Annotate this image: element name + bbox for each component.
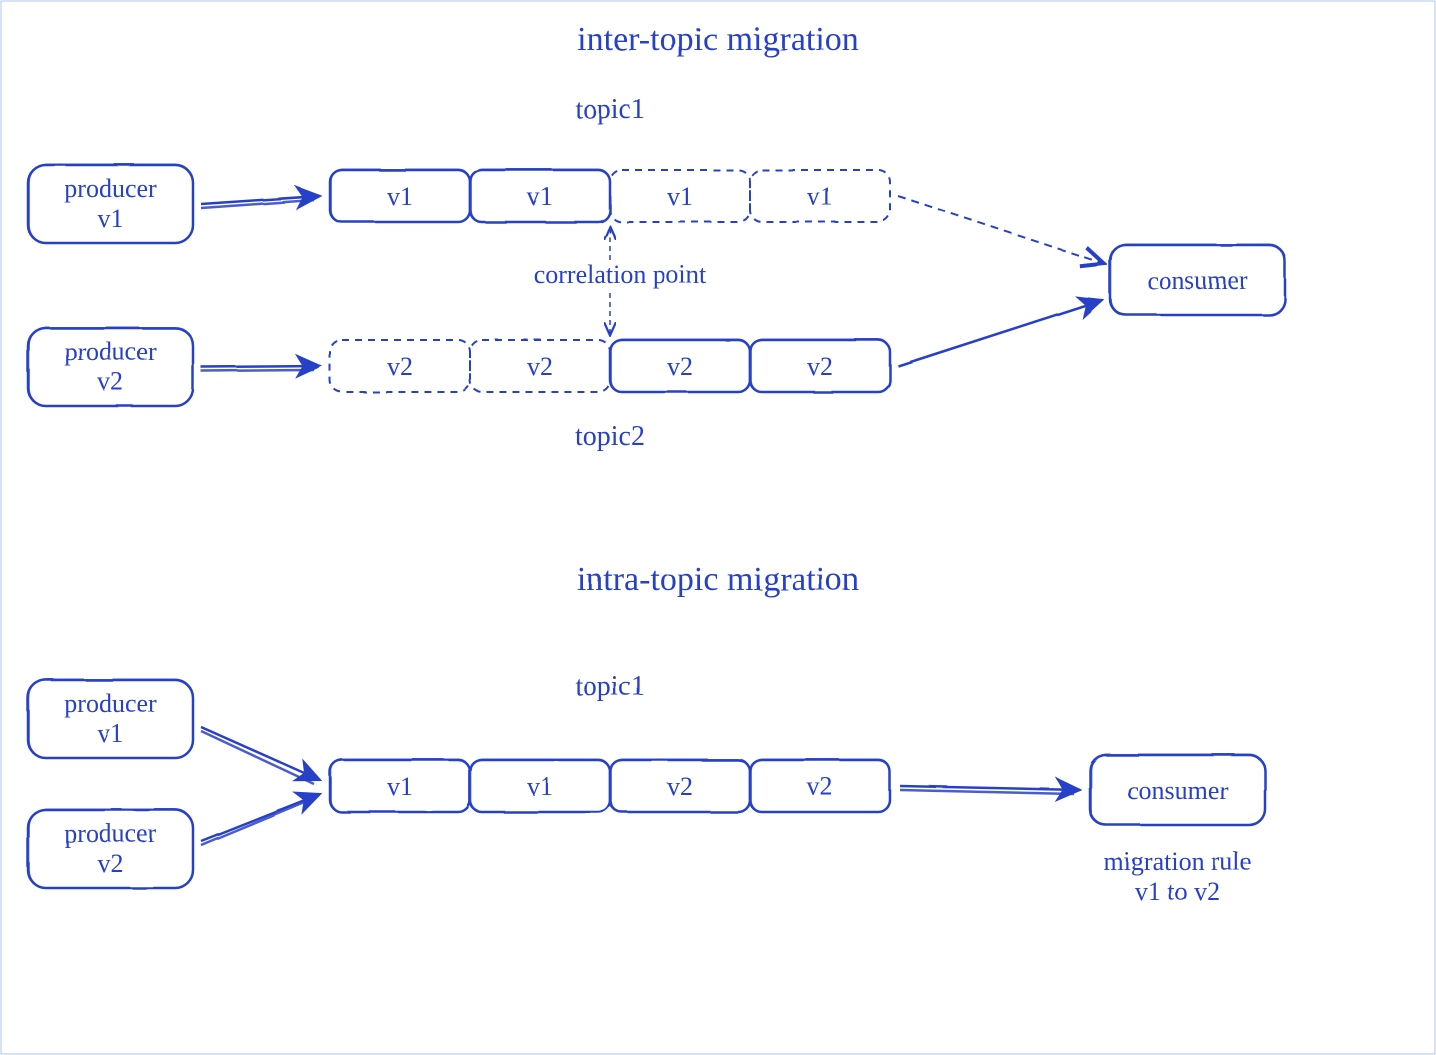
d2-row-label-1: v1 [527, 772, 553, 801]
d1-row1-label-0: v1 [387, 182, 413, 211]
d2-title: intra-topic migration [577, 561, 859, 598]
d1-row1-label-1: v1 [527, 182, 553, 211]
d2-row-label-3: v2 [807, 772, 833, 801]
d1-row2-label-1: v2 [527, 352, 553, 381]
d1-correlation-label: correlation point [534, 260, 707, 289]
d1-row2-label-3: v2 [807, 352, 833, 381]
d1-row2-label-2: v2 [667, 352, 693, 381]
d1-row2-label-0: v2 [387, 352, 413, 381]
diagram-canvas: inter-topic migrationtopic1producerv1pro… [0, 0, 1436, 1055]
d1-consumer-label: consumer [1147, 266, 1248, 295]
d1-row1-label-2: v1 [667, 182, 693, 211]
d1-title: inter-topic migration [577, 21, 859, 58]
d2-topic-label: topic1 [575, 671, 645, 702]
d2-row-label-2: v2 [667, 772, 693, 801]
d1-row1-label-3: v1 [807, 182, 833, 211]
d1-topic2-label: topic2 [575, 421, 645, 452]
d2-consumer-label: consumer [1127, 776, 1228, 805]
d1-topic1-label: topic1 [575, 94, 645, 125]
d1-arrow-prod2 [201, 366, 320, 367]
d2-row-label-0: v1 [387, 772, 413, 801]
